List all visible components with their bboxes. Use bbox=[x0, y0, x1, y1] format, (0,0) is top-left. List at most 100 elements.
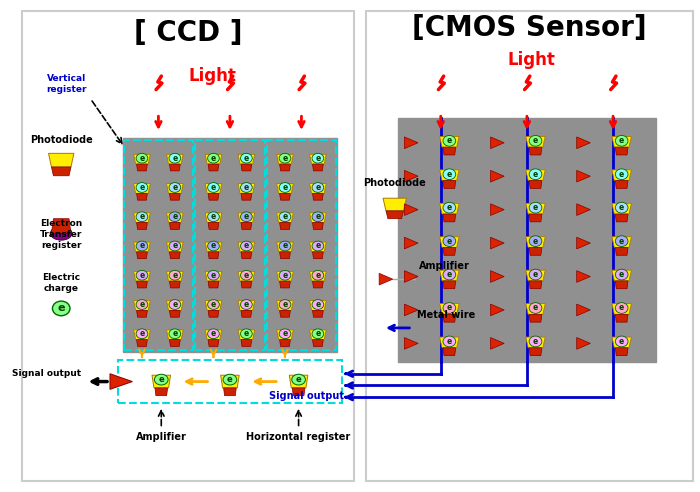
Ellipse shape bbox=[169, 329, 181, 338]
Ellipse shape bbox=[208, 271, 219, 280]
Polygon shape bbox=[615, 147, 628, 155]
Ellipse shape bbox=[615, 169, 628, 180]
Polygon shape bbox=[615, 348, 628, 356]
Polygon shape bbox=[526, 203, 545, 214]
Polygon shape bbox=[379, 274, 393, 285]
Polygon shape bbox=[529, 214, 542, 222]
Polygon shape bbox=[440, 170, 459, 181]
Polygon shape bbox=[405, 271, 418, 282]
Polygon shape bbox=[577, 304, 590, 316]
Polygon shape bbox=[205, 272, 222, 281]
Text: e: e bbox=[211, 242, 216, 250]
Ellipse shape bbox=[312, 183, 323, 192]
Polygon shape bbox=[309, 242, 326, 252]
Polygon shape bbox=[577, 204, 590, 215]
Ellipse shape bbox=[50, 226, 72, 240]
Polygon shape bbox=[529, 314, 542, 322]
Polygon shape bbox=[205, 184, 222, 193]
Polygon shape bbox=[312, 193, 323, 200]
Polygon shape bbox=[443, 314, 456, 322]
Ellipse shape bbox=[312, 271, 323, 280]
Polygon shape bbox=[238, 272, 255, 281]
Polygon shape bbox=[136, 281, 147, 288]
Polygon shape bbox=[612, 203, 631, 214]
Ellipse shape bbox=[241, 271, 252, 280]
Text: e: e bbox=[619, 136, 624, 145]
Text: e: e bbox=[533, 337, 538, 346]
Polygon shape bbox=[309, 184, 326, 193]
Polygon shape bbox=[155, 388, 167, 396]
Polygon shape bbox=[491, 338, 504, 349]
Polygon shape bbox=[169, 222, 180, 229]
Polygon shape bbox=[136, 310, 147, 317]
Polygon shape bbox=[208, 164, 219, 171]
Polygon shape bbox=[276, 330, 293, 339]
Text: e: e bbox=[447, 304, 452, 312]
Text: e: e bbox=[533, 203, 538, 212]
Polygon shape bbox=[312, 164, 323, 171]
Text: e: e bbox=[244, 271, 249, 280]
Polygon shape bbox=[577, 137, 590, 149]
Text: e: e bbox=[447, 270, 452, 279]
Text: e: e bbox=[211, 300, 216, 309]
Text: e: e bbox=[447, 203, 452, 212]
Ellipse shape bbox=[443, 236, 456, 246]
Text: e: e bbox=[533, 136, 538, 145]
Text: e: e bbox=[282, 271, 288, 280]
FancyBboxPatch shape bbox=[367, 11, 693, 481]
Text: e: e bbox=[139, 242, 145, 250]
Text: e: e bbox=[282, 300, 288, 309]
Polygon shape bbox=[312, 252, 323, 259]
Ellipse shape bbox=[312, 212, 323, 221]
Polygon shape bbox=[440, 270, 459, 281]
Polygon shape bbox=[612, 136, 631, 147]
Ellipse shape bbox=[241, 329, 252, 338]
Polygon shape bbox=[134, 301, 150, 310]
Polygon shape bbox=[279, 310, 290, 317]
Polygon shape bbox=[615, 314, 628, 322]
Text: e: e bbox=[282, 212, 288, 221]
Ellipse shape bbox=[136, 241, 148, 251]
Polygon shape bbox=[169, 339, 180, 346]
Text: e: e bbox=[315, 271, 321, 280]
Polygon shape bbox=[205, 330, 222, 339]
Polygon shape bbox=[134, 213, 150, 222]
Ellipse shape bbox=[169, 154, 181, 163]
Text: e: e bbox=[282, 329, 288, 338]
Ellipse shape bbox=[279, 241, 291, 251]
Text: e: e bbox=[227, 375, 233, 384]
Polygon shape bbox=[169, 193, 180, 200]
Text: Light: Light bbox=[508, 51, 555, 69]
Text: e: e bbox=[211, 329, 216, 338]
Ellipse shape bbox=[615, 135, 628, 146]
Polygon shape bbox=[615, 181, 628, 188]
Polygon shape bbox=[134, 330, 150, 339]
Polygon shape bbox=[577, 338, 590, 349]
Polygon shape bbox=[136, 339, 147, 346]
Polygon shape bbox=[526, 237, 545, 247]
Text: e: e bbox=[211, 154, 216, 163]
Polygon shape bbox=[238, 184, 255, 193]
Polygon shape bbox=[136, 222, 147, 229]
Ellipse shape bbox=[241, 154, 252, 163]
Polygon shape bbox=[279, 252, 290, 259]
Text: Horizontal register: Horizontal register bbox=[246, 432, 351, 442]
Text: e: e bbox=[282, 242, 288, 250]
Polygon shape bbox=[383, 198, 407, 211]
Ellipse shape bbox=[279, 154, 291, 163]
Polygon shape bbox=[238, 330, 255, 339]
Text: e: e bbox=[282, 183, 288, 192]
Text: e: e bbox=[533, 170, 538, 179]
Text: e: e bbox=[158, 375, 164, 384]
Ellipse shape bbox=[208, 329, 219, 338]
Ellipse shape bbox=[529, 336, 542, 347]
Polygon shape bbox=[405, 237, 418, 249]
Ellipse shape bbox=[208, 183, 219, 192]
Polygon shape bbox=[443, 247, 456, 255]
Polygon shape bbox=[440, 203, 459, 214]
Text: e: e bbox=[57, 304, 65, 313]
Ellipse shape bbox=[136, 183, 148, 192]
Polygon shape bbox=[386, 211, 403, 218]
Text: e: e bbox=[172, 212, 178, 221]
Polygon shape bbox=[136, 252, 147, 259]
